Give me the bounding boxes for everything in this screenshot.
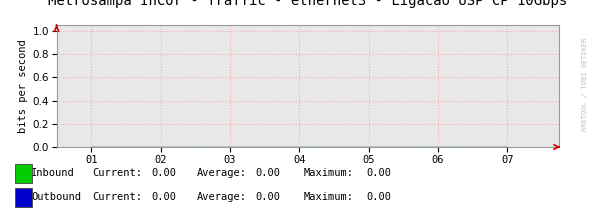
Text: Current:: Current: [92, 168, 142, 178]
Text: Metrosampa InCor - Traffic - ethernet3 - Ligacao USP CP 10Gbps: Metrosampa InCor - Traffic - ethernet3 -… [48, 0, 568, 8]
Text: 0.00: 0.00 [366, 192, 391, 202]
Text: RRDTOOL / TOBI OETIKER: RRDTOOL / TOBI OETIKER [582, 37, 588, 131]
Y-axis label: bits per second: bits per second [18, 39, 28, 133]
Text: Maximum:: Maximum: [303, 168, 353, 178]
Text: Average:: Average: [196, 168, 246, 178]
Text: Average:: Average: [196, 192, 246, 202]
Text: 0.00: 0.00 [152, 168, 177, 178]
Text: 0.00: 0.00 [256, 168, 281, 178]
Text: 0.00: 0.00 [366, 168, 391, 178]
Text: 0.00: 0.00 [152, 192, 177, 202]
Text: 0.00: 0.00 [256, 192, 281, 202]
Text: Outbound: Outbound [31, 192, 81, 202]
Text: Inbound: Inbound [31, 168, 75, 178]
Text: Current:: Current: [92, 192, 142, 202]
Text: Maximum:: Maximum: [303, 192, 353, 202]
